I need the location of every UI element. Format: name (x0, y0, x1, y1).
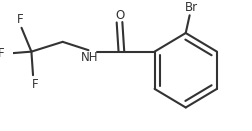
Text: F: F (0, 47, 4, 60)
Text: F: F (32, 78, 38, 91)
Text: F: F (17, 13, 23, 26)
Text: O: O (114, 9, 124, 22)
Text: NH: NH (80, 51, 98, 64)
Text: Br: Br (184, 1, 197, 14)
